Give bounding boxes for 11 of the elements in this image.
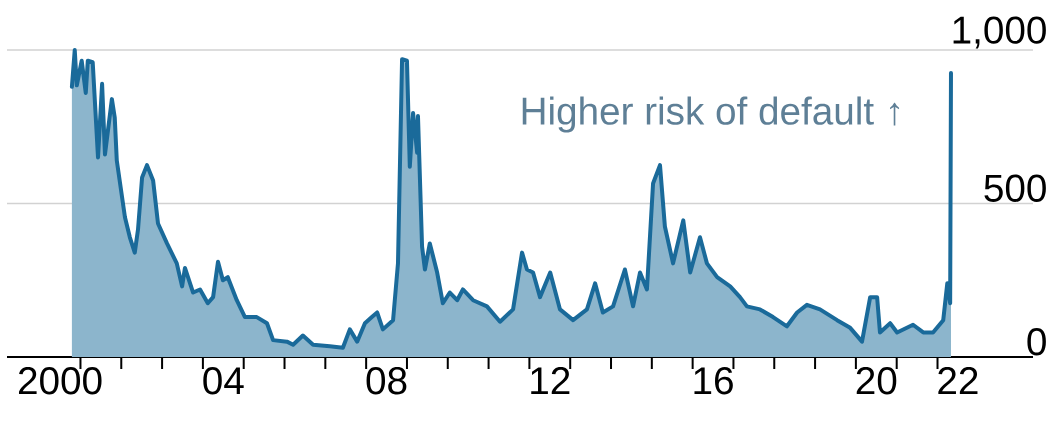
x-tick-label: 2000 <box>18 367 102 395</box>
y-tick-label: 1,000 <box>953 16 1046 49</box>
x-tick-label: 16 <box>694 367 733 395</box>
x-tick-label: 08 <box>366 367 407 395</box>
x-tick-label: 20 <box>856 367 897 395</box>
x-tick-label: 04 <box>203 367 244 395</box>
x-tick-label: 12 <box>531 367 570 395</box>
y-tick-label: 0 <box>1027 328 1046 356</box>
x-tick-label: 22 <box>938 367 978 395</box>
annotation: Higher risk of default ↑ <box>522 96 900 133</box>
y-tick-label: 500 <box>984 174 1046 202</box>
